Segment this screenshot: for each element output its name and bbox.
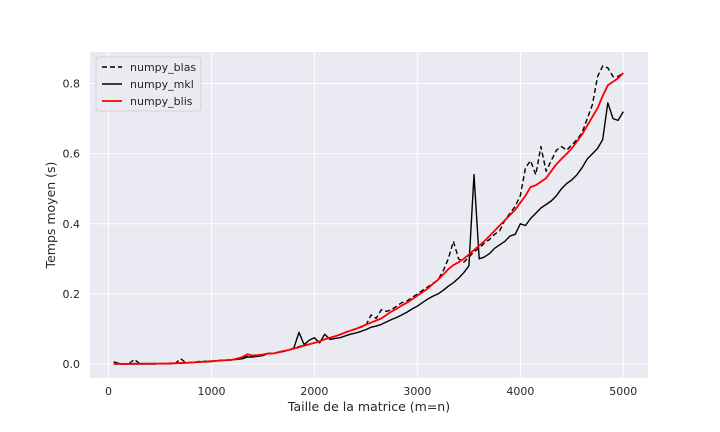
y-tick-label: 0.0 bbox=[63, 358, 81, 371]
y-tick-label: 0.8 bbox=[63, 78, 81, 91]
legend: numpy_blas numpy_mkl numpy_blis bbox=[95, 56, 202, 112]
x-tick-label: 3000 bbox=[403, 385, 431, 398]
legend-label: numpy_blis bbox=[130, 95, 193, 108]
legend-label: numpy_blas bbox=[130, 61, 196, 74]
x-tick-label: 0 bbox=[105, 385, 112, 398]
x-tick-label: 2000 bbox=[300, 385, 328, 398]
x-tick-label: 5000 bbox=[609, 385, 637, 398]
legend-label: numpy_mkl bbox=[130, 78, 194, 91]
x-axis-ticks: 0 1000 2000 3000 4000 5000 bbox=[105, 385, 637, 398]
series-line-numpy-blis bbox=[113, 72, 624, 365]
x-tick-label: 4000 bbox=[506, 385, 534, 398]
y-tick-label: 0.6 bbox=[63, 148, 81, 161]
y-axis-ticks: 0.0 0.2 0.4 0.6 0.8 bbox=[63, 78, 81, 371]
grid-lines bbox=[90, 52, 648, 378]
series-layer bbox=[113, 65, 624, 365]
y-tick-label: 0.4 bbox=[63, 218, 81, 231]
legend-box bbox=[95, 56, 202, 112]
x-axis-label: Taille de la matrice (m=n) bbox=[287, 399, 450, 414]
x-tick-label: 1000 bbox=[197, 385, 225, 398]
y-tick-label: 0.2 bbox=[63, 288, 81, 301]
y-axis-label: Temps moyen (s) bbox=[43, 162, 58, 270]
